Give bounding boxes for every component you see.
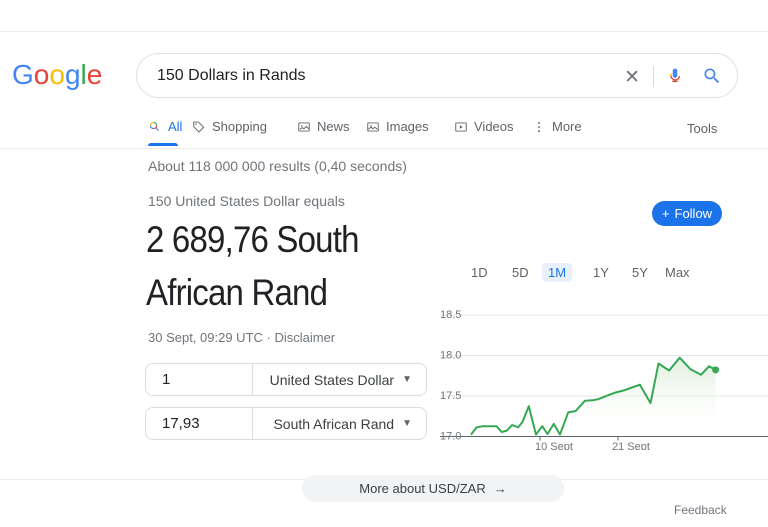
- svg-text:10 Sept: 10 Sept: [535, 441, 573, 450]
- svg-text:21 Sept: 21 Sept: [612, 441, 650, 450]
- svg-text:17.0: 17.0: [440, 431, 461, 443]
- svg-text:18.5: 18.5: [440, 309, 461, 321]
- svg-text:17.5: 17.5: [440, 390, 461, 402]
- svg-text:18.0: 18.0: [440, 350, 461, 362]
